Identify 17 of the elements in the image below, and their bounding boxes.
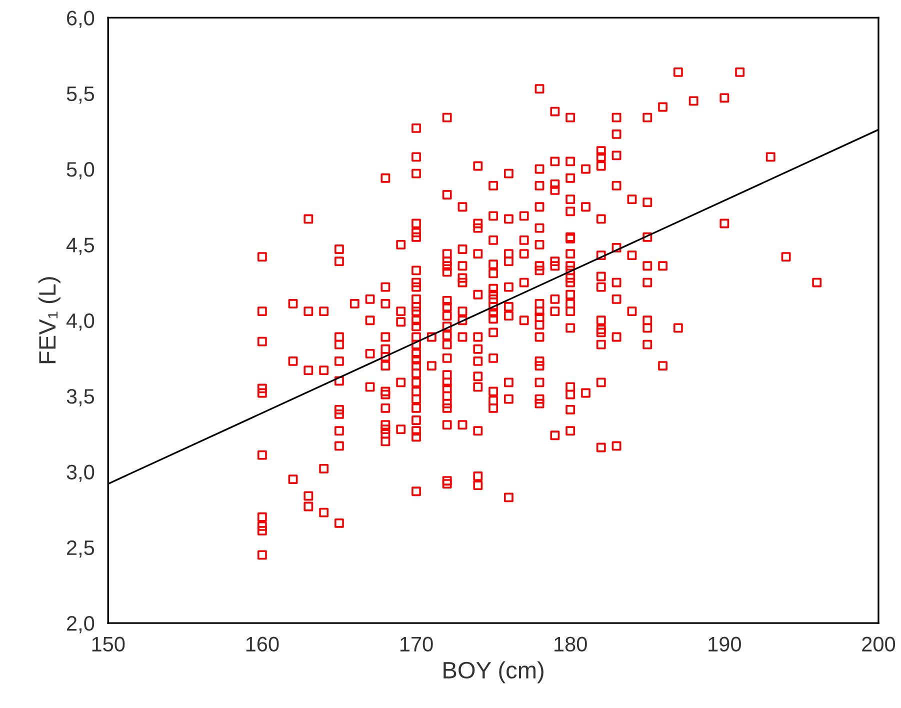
x-tick-label: 160 xyxy=(246,636,279,652)
y-tick-label: 5,0 xyxy=(66,162,94,180)
y-tick-label: 3,0 xyxy=(66,464,94,482)
y-tick-label: 5,5 xyxy=(66,86,94,104)
y-tick-label: 4,5 xyxy=(66,238,94,255)
y-tick-label: 2,5 xyxy=(67,540,94,558)
x-tick-label: 190 xyxy=(708,636,741,652)
y-axis-title: FEV₁ (L) xyxy=(38,277,60,364)
y-tick-label: 2,0 xyxy=(67,616,94,634)
x-tick-label: 180 xyxy=(554,636,587,652)
y-tick-label: 6,0 xyxy=(67,10,94,28)
x-tick-label: 200 xyxy=(862,636,896,652)
x-tick-label: 150 xyxy=(92,636,125,652)
y-tick-label: 3,5 xyxy=(66,389,94,406)
x-axis-title: BOY (cm) xyxy=(444,661,544,684)
y-tick-label: 4,0 xyxy=(66,313,94,331)
x-tick-label: 170 xyxy=(400,636,433,652)
